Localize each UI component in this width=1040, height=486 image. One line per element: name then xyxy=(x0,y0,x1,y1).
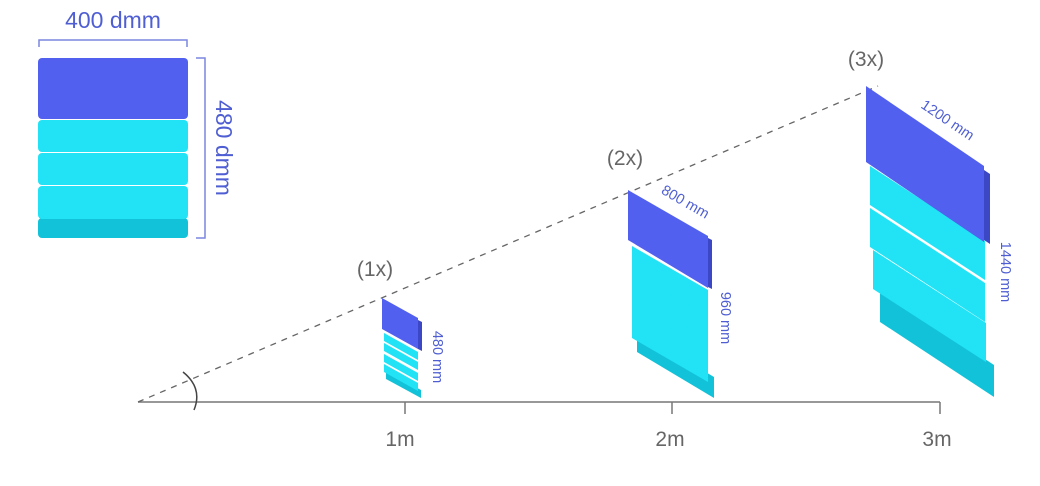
card-2x-top-side xyxy=(708,238,712,289)
reference-layer-1 xyxy=(38,120,188,152)
distance-label-3m: 3m xyxy=(922,428,951,451)
card-2x-layer-4 xyxy=(632,311,708,382)
card-1x-layer-4 xyxy=(384,364,418,391)
card-3x-top-block xyxy=(866,86,984,242)
card-1x-height-label: 480 mm xyxy=(429,331,445,383)
card-3x-layer-2 xyxy=(870,166,985,280)
card-1x-top-side xyxy=(418,320,422,351)
card-2x-height-label: 960 mm xyxy=(717,292,733,344)
reference-width-label: 400 dmm xyxy=(65,7,161,33)
card-3x-layer-shadow xyxy=(880,290,994,397)
card-2x-layer-3 xyxy=(632,290,708,361)
card-1x-layer-1 xyxy=(384,333,418,360)
card-2x: 800 mm 960 mm xyxy=(628,183,733,398)
card-3x-layer-4 xyxy=(873,250,986,362)
card-2x-top-block xyxy=(628,190,708,288)
card-2x-layer-2 xyxy=(632,268,708,339)
card-3x-top-side xyxy=(984,170,990,244)
viewing-angle-arc xyxy=(182,371,198,411)
reference-height-label: 480 dmm xyxy=(211,100,237,196)
card-3x-height-label: 1440 mm xyxy=(997,242,1013,302)
card-1x-top-block xyxy=(382,298,418,349)
reference-card: 400 dmm 480 dmm xyxy=(38,7,237,239)
reference-layer-3 xyxy=(38,186,188,219)
width-bracket xyxy=(38,39,188,47)
card-2x-layer-1 xyxy=(632,246,708,317)
multiplier-2x: (2x) xyxy=(607,147,643,170)
card-1x-layer-2 xyxy=(384,343,418,370)
card-3x-layer-3 xyxy=(870,208,985,322)
multiplier-3x: (3x) xyxy=(848,48,884,71)
distance-label-2m: 2m xyxy=(655,428,684,451)
card-1x: 480 mm xyxy=(382,298,445,398)
reference-top-block xyxy=(38,58,188,119)
distance-label-1m: 1m xyxy=(385,428,414,451)
card-1x-layer-3 xyxy=(384,354,418,381)
ground-axis: 1m 2m 3m xyxy=(138,401,952,451)
sight-line xyxy=(137,85,879,403)
card-3x: 1200 mm 1440 mm xyxy=(866,86,1013,397)
reference-layer-shadow xyxy=(38,218,188,238)
multiplier-1x: (1x) xyxy=(357,258,393,281)
height-bracket xyxy=(196,57,206,239)
reference-layer-2 xyxy=(38,153,188,185)
